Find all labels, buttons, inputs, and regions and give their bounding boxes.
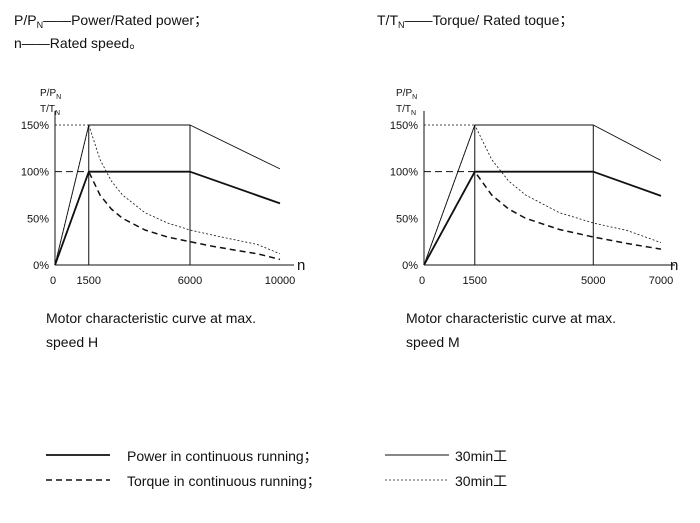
series-torque-30min (423, 124, 662, 266)
y-tick-label: 50% (396, 213, 418, 225)
axes (423, 111, 675, 266)
axes (54, 111, 294, 266)
caption-h-line2: speed H (46, 334, 99, 350)
pp-symbol: P/P (14, 12, 37, 28)
definition-power: P/PN——Power/Rated power； (14, 10, 208, 35)
series-power-continuous (423, 170, 662, 266)
caption-m-line1: Motor characteristic curve at max. (406, 310, 617, 326)
series-power-30min (423, 124, 662, 266)
chart-speed-m: P/PN T/TN n 0%50%100%150%0 1500 5000 7000 (390, 88, 678, 287)
guides (55, 124, 191, 265)
x-tick-label: 5000 (581, 275, 605, 287)
chart-speed-h: P/PN T/TN n 0% 50% 100% 150% 0 1500 6000 10000 (21, 88, 305, 287)
x-tick-label: 10000 (265, 275, 296, 287)
ylabel-line2: T/TN (396, 104, 416, 117)
caption-m: Motor characteristic curve at max. speed… (406, 306, 616, 354)
pp-subscript: N (36, 20, 44, 30)
series-group (54, 124, 281, 266)
ylabel-line1: P/PN (396, 88, 417, 101)
x-tick-label: 1500 (77, 275, 101, 287)
x-tick-label: 0 (50, 275, 56, 287)
y-tick-label: 0% (402, 260, 418, 272)
tt-description: ——Torque/ Rated toque； (404, 12, 574, 28)
ylabel-line2: T/TN (40, 104, 60, 117)
ylabel-line1: P/PN (40, 88, 61, 101)
key-power-continuous-label: Power in continuous running； (127, 448, 318, 464)
key-torque-continuous-label: Torque in continuous running； (127, 473, 321, 489)
key-power-30min-label: 30min工 (455, 448, 508, 464)
series-torque-continuous (423, 170, 662, 266)
series-torque-30min (54, 124, 281, 266)
tt-symbol: T/T (377, 12, 398, 28)
line-style-key (46, 454, 449, 481)
guides (424, 124, 594, 265)
y-tick-label: 100% (21, 167, 49, 179)
y-tick-label: 50% (27, 213, 49, 225)
caption-m-line2: speed M (406, 334, 460, 350)
n-symbol: n (14, 35, 22, 51)
pp-description: ——Power/Rated power； (43, 12, 209, 28)
tt-subscript: N (398, 20, 405, 30)
ticks: 0% 50% 100% 150% 0 1500 6000 10000 (21, 120, 295, 287)
y-tick-label: 0% (33, 260, 49, 272)
caption-h: Motor characteristic curve at max. speed… (46, 306, 256, 354)
series-group (423, 124, 662, 266)
x-tick-label: 0 (419, 275, 425, 287)
y-tick-label: 100% (390, 167, 418, 179)
xlabel: n (297, 257, 305, 274)
series-torque-continuous (54, 170, 281, 266)
caption-h-line1: Motor characteristic curve at max. (46, 310, 257, 326)
definition-speed: n——Rated speed。 (14, 33, 143, 53)
y-tick-label: 150% (390, 120, 418, 132)
y-tick-label: 150% (21, 120, 49, 132)
series-power-continuous (54, 170, 281, 266)
x-tick-label: 6000 (178, 275, 202, 287)
key-torque-30min-label: 30min工 (455, 473, 508, 489)
x-tick-label: 1500 (463, 275, 487, 287)
x-tick-label: 7000 (649, 275, 673, 287)
ticks: 0% 50% 100% 150% 0 1500 5000 7000 (390, 120, 673, 287)
n-description: ——Rated speed。 (21, 35, 144, 51)
definition-torque: T/TN——Torque/ Rated toque； (377, 10, 573, 35)
